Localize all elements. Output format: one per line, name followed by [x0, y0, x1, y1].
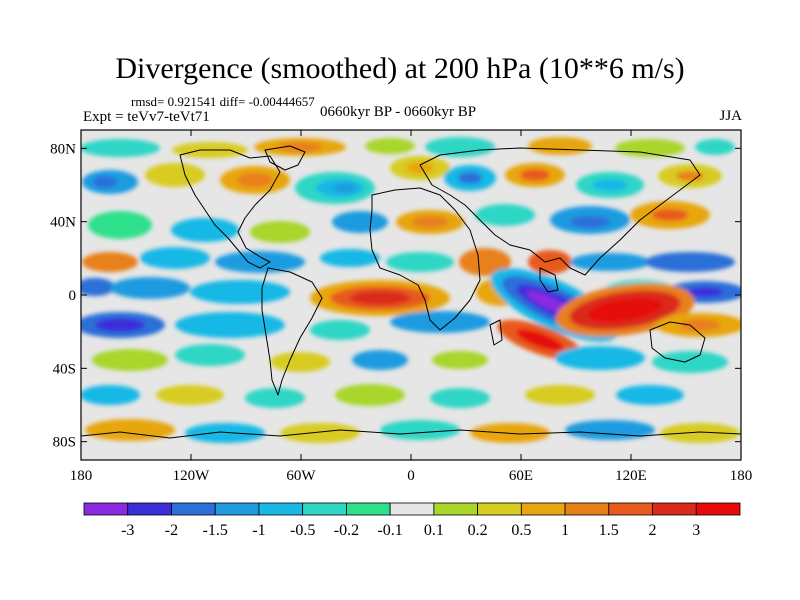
colorbar-swatch: [171, 502, 216, 516]
colorbar-label: 1: [561, 522, 569, 539]
lat-label: 0: [69, 288, 77, 304]
lat-label: 40N: [50, 215, 76, 231]
colorbar-label: -1.5: [203, 522, 228, 539]
colorbar-label: 0.1: [424, 522, 444, 539]
colorbar-swatch: [127, 502, 172, 516]
lat-label: 80N: [50, 141, 76, 157]
lon-label: 180: [730, 468, 753, 484]
lat-label: 40S: [53, 361, 76, 377]
colorbar-label: 0.5: [511, 522, 531, 539]
colorbar-label: -3: [121, 522, 134, 539]
lon-label: 60E: [509, 468, 533, 484]
colorbar-label: -0.2: [334, 522, 359, 539]
lat-label: 80S: [53, 435, 76, 451]
longitude-axis: 180 120W 60W 0 60E 120E 180: [70, 130, 753, 484]
colorbar-label: 3: [692, 522, 700, 539]
lon-label: 120W: [173, 468, 211, 484]
colorbar-swatch: [652, 502, 697, 516]
colorbar-label: -1: [252, 522, 265, 539]
colorbar-swatch: [477, 502, 522, 516]
colorbar-swatch: [83, 502, 129, 516]
coastlines: [81, 145, 741, 439]
colorbar-label: 2: [649, 522, 657, 539]
colorbar-label: -0.5: [290, 522, 315, 539]
colorbar: -3 -2 -1.5 -1 -0.5 -0.2 -0.1 0.1 0.2 0.5 1 1.5 2 3: [83, 502, 741, 539]
colorbar-swatch: [564, 502, 610, 516]
colorbar-swatch: [608, 502, 653, 516]
divergence-field: [81, 130, 741, 460]
colorbar-swatch: [302, 502, 347, 516]
stats-text: rmsd= 0.921541 diff= -0.00444657: [131, 94, 315, 109]
colorbar-swatch: [214, 502, 260, 516]
period-label: 0660kyr BP - 0660kyr BP: [320, 104, 477, 120]
colorbar-swatch: [433, 502, 479, 516]
colorbar-label: 0.2: [468, 522, 488, 539]
lon-label: 0: [407, 468, 415, 484]
plot-title: Divergence (smoothed) at 200 hPa (10**6 …: [115, 52, 685, 85]
season-label: JJA: [719, 108, 742, 124]
experiment-label: Expt = teVv7-teVt71: [83, 109, 210, 125]
lon-label: 120E: [615, 468, 647, 484]
colorbar-swatch: [345, 502, 391, 516]
lon-label: 180: [70, 468, 93, 484]
colorbar-label: -2: [165, 522, 178, 539]
lon-label: 60W: [286, 468, 316, 484]
colorbar-swatch: [389, 502, 435, 516]
colorbar-swatch: [520, 502, 566, 516]
colorbar-label: 1.5: [599, 522, 619, 539]
colorbar-label: -0.1: [377, 522, 402, 539]
colorbar-swatch: [695, 502, 741, 516]
latitude-axis: 80N 40N 0 40S 80S: [50, 141, 741, 451]
colorbar-swatch: [258, 502, 304, 516]
